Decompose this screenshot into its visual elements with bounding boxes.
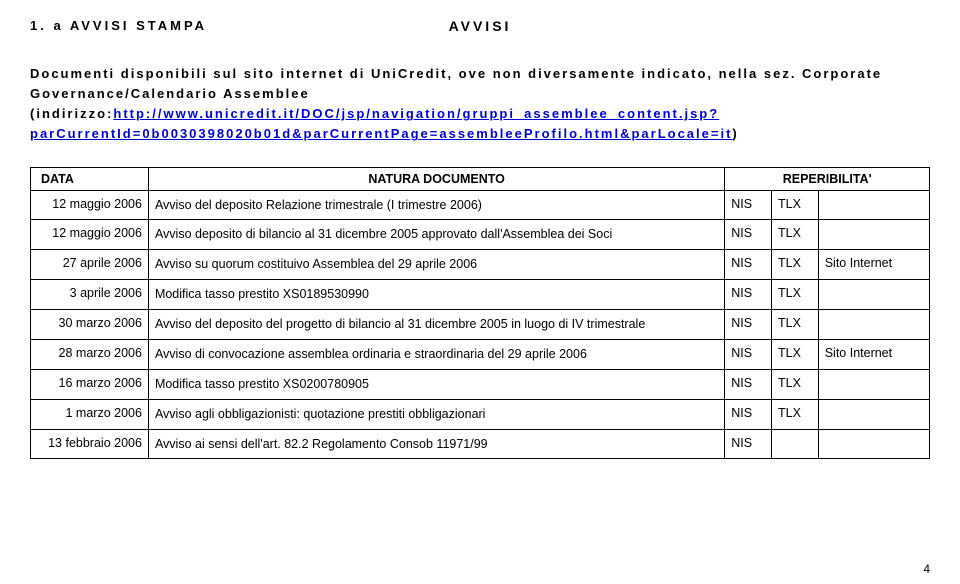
cell-nis: NIS [725,429,772,459]
table-row: 1 marzo 2006 Avviso agli obbligazionisti… [31,399,930,429]
intro-paragraph: Documenti disponibili sul sito internet … [30,64,930,145]
cell-tlx: TLX [771,250,818,280]
avvisi-table: DATA NATURA DOCUMENTO REPERIBILITA' 12 m… [30,167,930,460]
cell-site [818,310,929,340]
cell-site [818,399,929,429]
cell-tlx: TLX [771,280,818,310]
table-row: 16 marzo 2006 Modifica tasso prestito XS… [31,369,930,399]
header: AVVISI 1. a AVVISI STAMPA [30,18,930,38]
cell-date: 13 febbraio 2006 [31,429,149,459]
table-row: 12 maggio 2006 Avviso deposito di bilanc… [31,220,930,250]
col-natura: NATURA DOCUMENTO [148,167,724,190]
title-left: 1. a AVVISI STAMPA [30,18,207,33]
cell-date: 28 marzo 2006 [31,339,149,369]
table-row: 12 maggio 2006 Avviso del deposito Relaz… [31,190,930,220]
cell-date: 1 marzo 2006 [31,399,149,429]
intro-link[interactable]: http://www.unicredit.it/DOC/jsp/navigati… [30,106,732,141]
cell-date: 30 marzo 2006 [31,310,149,340]
cell-date: 27 aprile 2006 [31,250,149,280]
cell-nis: NIS [725,250,772,280]
cell-date: 16 marzo 2006 [31,369,149,399]
cell-nis: NIS [725,220,772,250]
intro-after: ) [732,126,738,141]
col-data: DATA [31,167,149,190]
cell-doc: Modifica tasso prestito XS0200780905 [148,369,724,399]
cell-nis: NIS [725,399,772,429]
cell-nis: NIS [725,369,772,399]
cell-site: Sito Internet [818,339,929,369]
page-number: 4 [923,562,930,576]
table-row: 28 marzo 2006 Avviso di convocazione ass… [31,339,930,369]
cell-nis: NIS [725,190,772,220]
cell-nis: NIS [725,280,772,310]
cell-doc: Avviso ai sensi dell'art. 82.2 Regolamen… [148,429,724,459]
cell-site [818,190,929,220]
cell-tlx: TLX [771,220,818,250]
cell-site [818,220,929,250]
cell-site [818,369,929,399]
cell-tlx: TLX [771,310,818,340]
cell-tlx: TLX [771,369,818,399]
cell-date: 3 aprile 2006 [31,280,149,310]
page: AVVISI 1. a AVVISI STAMPA Documenti disp… [0,0,960,584]
cell-nis: NIS [725,339,772,369]
cell-doc: Avviso del deposito Relazione trimestral… [148,190,724,220]
cell-tlx [771,429,818,459]
col-reperibilita: REPERIBILITA' [725,167,930,190]
table-row: 13 febbraio 2006 Avviso ai sensi dell'ar… [31,429,930,459]
table-row: 30 marzo 2006 Avviso del deposito del pr… [31,310,930,340]
cell-doc: Avviso di convocazione assemblea ordinar… [148,339,724,369]
cell-tlx: TLX [771,339,818,369]
cell-nis: NIS [725,310,772,340]
cell-doc: Avviso deposito di bilancio al 31 dicemb… [148,220,724,250]
cell-site [818,429,929,459]
table-row: 3 aprile 2006 Modifica tasso prestito XS… [31,280,930,310]
table-header-row: DATA NATURA DOCUMENTO REPERIBILITA' [31,167,930,190]
cell-site: Sito Internet [818,250,929,280]
cell-doc: Avviso su quorum costituivo Assemblea de… [148,250,724,280]
cell-doc: Avviso agli obbligazionisti: quotazione … [148,399,724,429]
cell-date: 12 maggio 2006 [31,220,149,250]
cell-doc: Avviso del deposito del progetto di bila… [148,310,724,340]
table-row: 27 aprile 2006 Avviso su quorum costitui… [31,250,930,280]
cell-site [818,280,929,310]
cell-date: 12 maggio 2006 [31,190,149,220]
cell-tlx: TLX [771,399,818,429]
cell-tlx: TLX [771,190,818,220]
cell-doc: Modifica tasso prestito XS0189530990 [148,280,724,310]
